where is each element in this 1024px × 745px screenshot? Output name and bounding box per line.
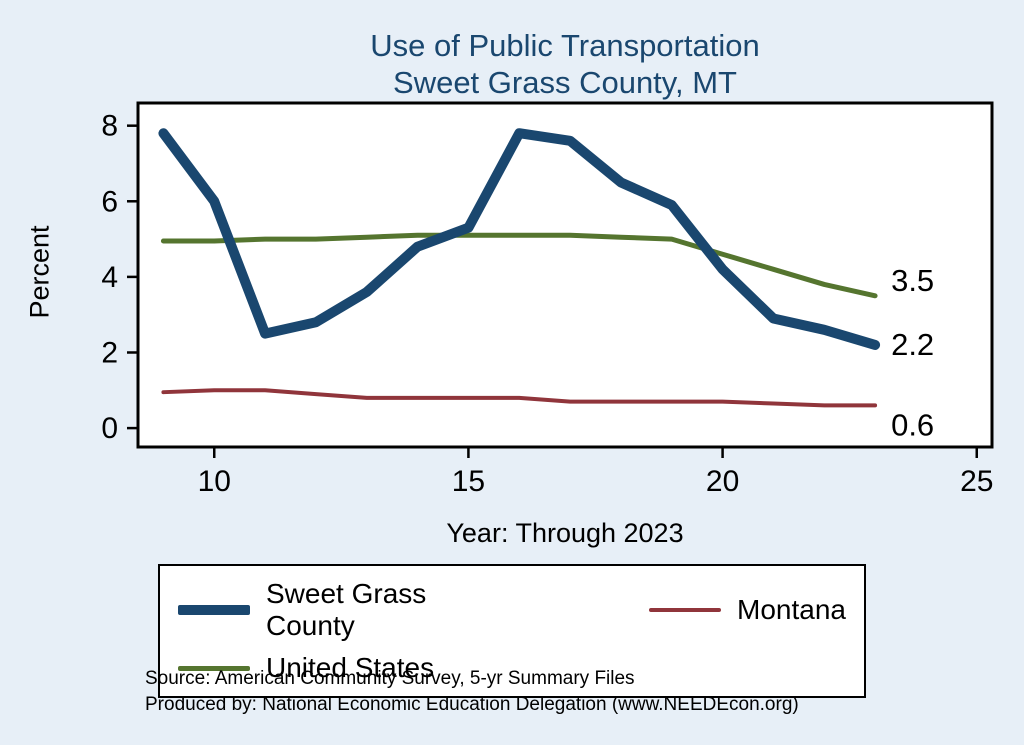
footer: Source: American Community Survey, 5-yr … <box>145 666 799 717</box>
end-label-montana: 0.6 <box>891 407 934 442</box>
footer-source-line: Source: American Community Survey, 5-yr … <box>145 668 635 689</box>
y-tick-label: 0 <box>101 412 118 445</box>
x-axis-label: Year: Through 2023 <box>446 518 684 548</box>
y-axis-label: Percent <box>24 225 55 319</box>
legend-swatch-sweet-grass-county <box>178 605 250 615</box>
series-line-united-states <box>160 232 878 299</box>
plot-area <box>136 101 994 449</box>
legend: Sweet Grass County Montana United States <box>158 564 866 698</box>
legend-item-united-states: United States <box>178 652 434 684</box>
legend-label-united-states: United States <box>266 652 435 683</box>
legend-swatch-montana <box>649 608 722 612</box>
x-tick-label: 10 <box>198 465 231 498</box>
y-tick-label: 4 <box>101 261 118 294</box>
series-line-sweet-grass-county <box>158 128 881 350</box>
chart-title-line1: Use of Public Transportation <box>370 28 760 63</box>
y-tick-label: 8 <box>101 110 118 143</box>
legend-swatch-united-states <box>178 665 250 671</box>
chart-title-line2: Sweet Grass County, MT <box>393 64 737 100</box>
legend-label-montana: Montana <box>737 594 846 625</box>
x-tick-label: 25 <box>960 465 993 498</box>
series-line-montana <box>161 388 878 408</box>
end-label-united-states: 3.5 <box>891 263 934 298</box>
legend-item-sweet-grass-county: Sweet Grass County <box>178 578 512 642</box>
x-tick-label: 15 <box>452 465 485 498</box>
chart-title: Use of Public Transportation Sweet Grass… <box>138 28 992 101</box>
legend-label-sweet-grass-county: Sweet Grass County <box>266 578 427 641</box>
x-tick-label: 20 <box>706 465 739 498</box>
y-tick-label: 6 <box>101 185 118 218</box>
legend-item-montana: Montana <box>649 594 846 626</box>
footer-produced-by-line: Produced by: National Economic Education… <box>145 693 799 715</box>
y-tick-label: 2 <box>101 336 118 369</box>
end-label-sweet-grass-county: 2.2 <box>891 327 934 362</box>
